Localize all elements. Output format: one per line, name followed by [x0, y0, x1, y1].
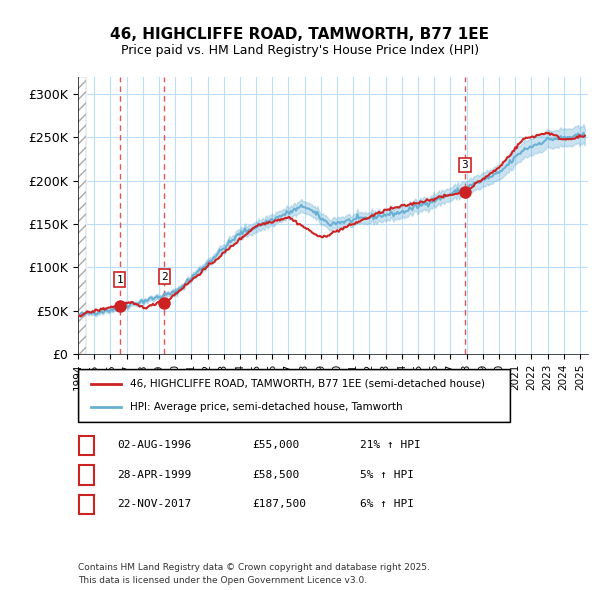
FancyBboxPatch shape	[78, 369, 510, 422]
Text: HPI: Average price, semi-detached house, Tamworth: HPI: Average price, semi-detached house,…	[130, 402, 403, 412]
Text: £58,500: £58,500	[252, 470, 299, 480]
Text: 46, HIGHCLIFFE ROAD, TAMWORTH, B77 1EE (semi-detached house): 46, HIGHCLIFFE ROAD, TAMWORTH, B77 1EE (…	[130, 379, 485, 389]
Text: Contains HM Land Registry data © Crown copyright and database right 2025.
This d: Contains HM Land Registry data © Crown c…	[78, 563, 430, 585]
Text: Price paid vs. HM Land Registry's House Price Index (HPI): Price paid vs. HM Land Registry's House …	[121, 44, 479, 57]
Text: 1: 1	[83, 441, 90, 450]
Text: 5% ↑ HPI: 5% ↑ HPI	[360, 470, 414, 480]
Text: 3: 3	[83, 500, 90, 509]
Text: 46, HIGHCLIFFE ROAD, TAMWORTH, B77 1EE: 46, HIGHCLIFFE ROAD, TAMWORTH, B77 1EE	[110, 27, 490, 41]
Text: £55,000: £55,000	[252, 441, 299, 450]
Text: 2: 2	[161, 271, 167, 281]
Bar	[78, 77, 86, 354]
Text: £187,500: £187,500	[252, 500, 306, 509]
Text: 2: 2	[83, 470, 90, 480]
Text: 3: 3	[461, 160, 468, 170]
Text: 22-NOV-2017: 22-NOV-2017	[117, 500, 191, 509]
Text: 6% ↑ HPI: 6% ↑ HPI	[360, 500, 414, 509]
Text: 02-AUG-1996: 02-AUG-1996	[117, 441, 191, 450]
Text: 28-APR-1999: 28-APR-1999	[117, 470, 191, 480]
Text: 1: 1	[116, 275, 123, 285]
Text: 21% ↑ HPI: 21% ↑ HPI	[360, 441, 421, 450]
Bar	[78, 77, 86, 354]
